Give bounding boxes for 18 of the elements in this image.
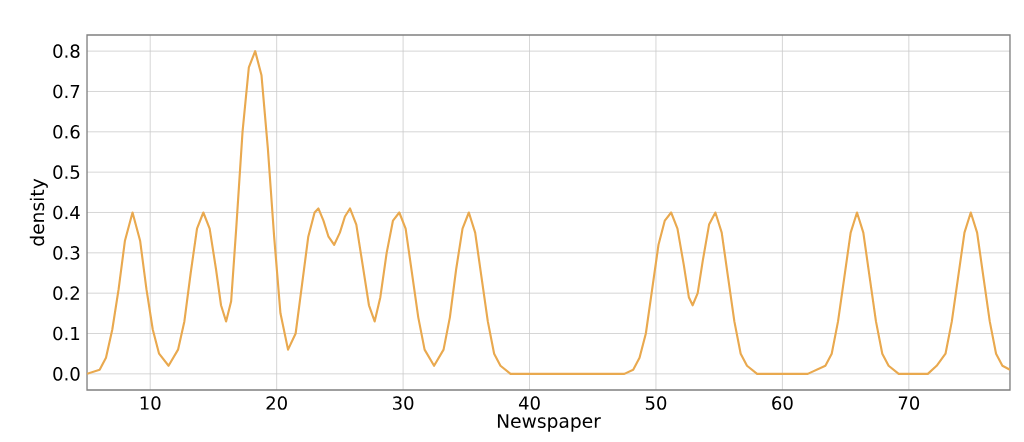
y-tick-label: 0.6 — [53, 125, 80, 139]
y-tick-label: 0.4 — [53, 205, 80, 220]
y-tick-label: 0.1 — [53, 326, 80, 341]
y-tick-label: 0.7 — [53, 84, 80, 99]
x-tick-label: 40 — [518, 396, 540, 410]
y-tick-label: 0.0 — [53, 367, 80, 381]
x-tick-label: 60 — [772, 396, 793, 410]
y-tick-label: 0.8 — [53, 44, 80, 58]
x-tick-label: 50 — [645, 396, 667, 410]
y-tick-label: 0.5 — [53, 165, 80, 179]
x-tick-label: 70 — [898, 396, 920, 410]
y-axis-title: density — [29, 178, 48, 246]
x-tick-label: 20 — [266, 396, 287, 410]
y-tick-label: 0.3 — [53, 246, 80, 260]
x-tick-label: 30 — [393, 396, 414, 410]
x-tick-label: 10 — [140, 396, 161, 410]
x-axis-title: Newspaper — [497, 414, 601, 432]
y-tick-label: 0.2 — [53, 286, 79, 300]
